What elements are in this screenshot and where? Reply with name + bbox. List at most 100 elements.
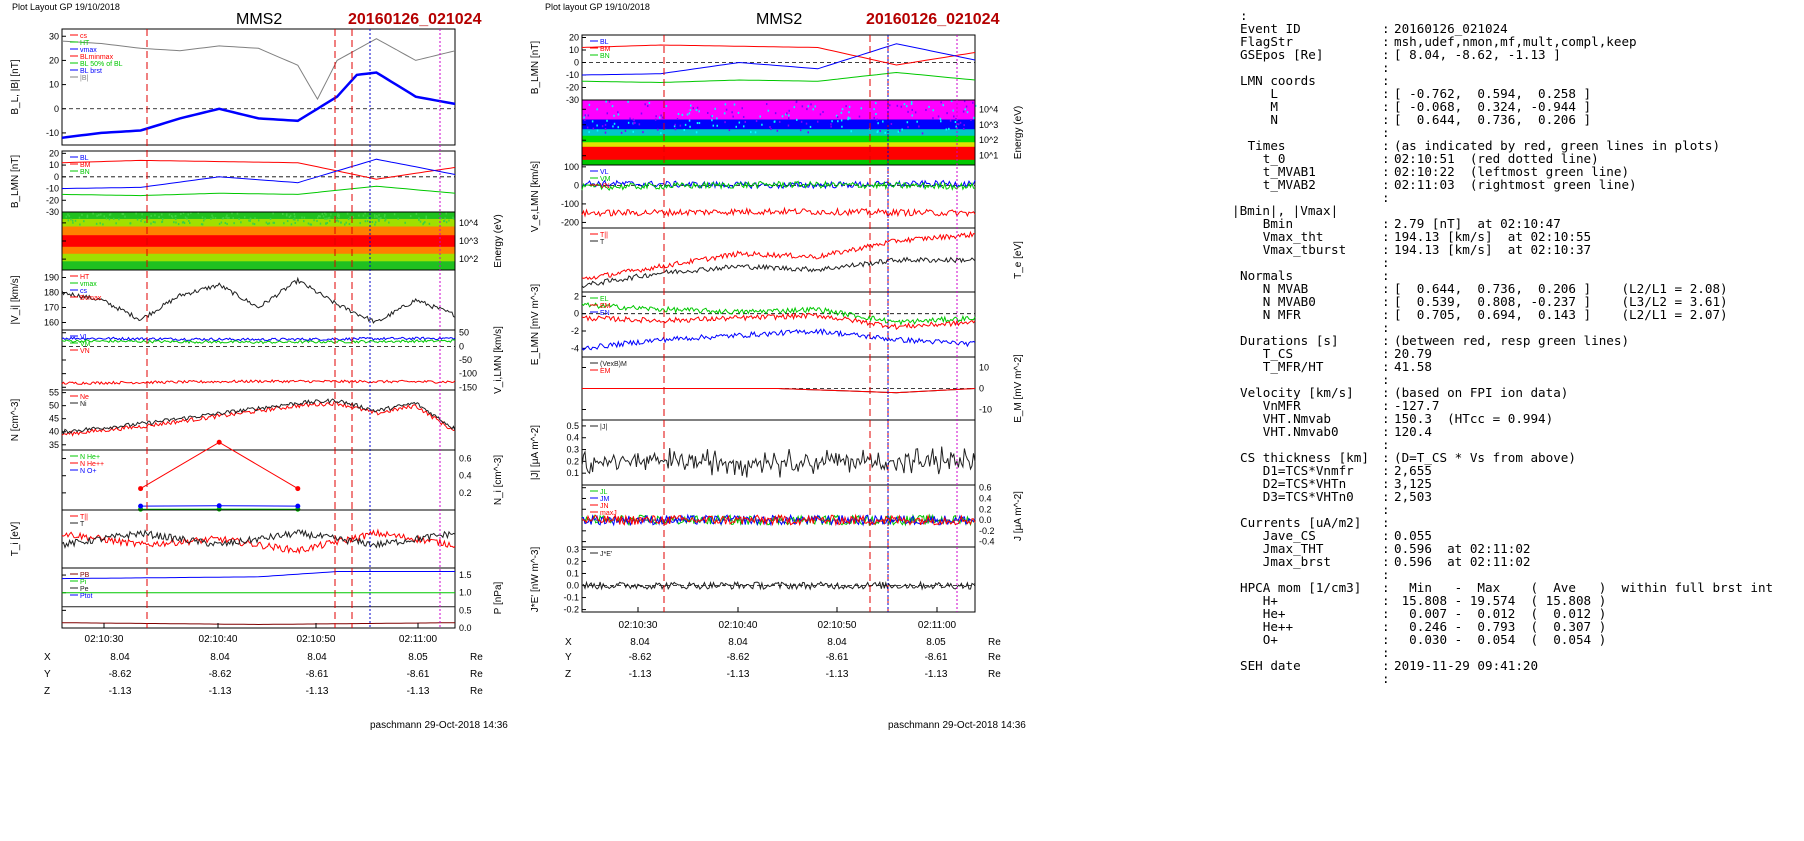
summary-value: [ -0.068, 0.324, -0.944 ] xyxy=(1394,99,1592,114)
spectrogram-speckle xyxy=(200,223,203,226)
spectrogram-speckle xyxy=(733,103,736,106)
y-tick-label: -50 xyxy=(459,355,472,365)
spectrogram-speckle xyxy=(742,125,745,128)
summary-separator: : xyxy=(1382,255,1390,270)
legend-entry: HT xyxy=(80,40,90,47)
spectrogram-speckle xyxy=(141,213,143,216)
spectrogram-speckle xyxy=(809,125,812,128)
spectrogram-speckle xyxy=(945,128,948,131)
summary-value: [ 8.04, -8.62, -1.13 ] xyxy=(1394,47,1561,62)
spectrogram-speckle xyxy=(377,218,380,221)
ephemeris-value: 8.04 xyxy=(827,637,847,648)
spectrogram-band xyxy=(582,159,975,166)
summary-separator: : xyxy=(1382,229,1390,244)
spectrogram-speckle xyxy=(232,217,234,220)
spectrogram-speckle xyxy=(174,218,177,221)
spectrogram-speckle xyxy=(419,220,422,223)
ephemeris-value: -8.62 xyxy=(727,652,750,663)
spectrogram-speckle xyxy=(674,128,677,131)
y-tick-label: 10 xyxy=(569,45,579,55)
spectrogram-speckle xyxy=(204,217,206,220)
summary-separator: : xyxy=(1382,47,1390,62)
series-line-Ne xyxy=(61,400,456,437)
y-tick-label: 45 xyxy=(49,414,59,424)
spectrogram-speckle xyxy=(584,114,586,117)
spectrogram-speckle xyxy=(831,120,833,123)
y-tick-label: 1.5 xyxy=(459,570,472,580)
y-tick-label: 10^2 xyxy=(459,254,478,264)
summary-separator: : xyxy=(1382,567,1390,582)
spectrogram-speckle xyxy=(257,219,260,222)
y-tick-label: 0.3 xyxy=(566,445,579,455)
spectrogram-speckle xyxy=(801,105,804,108)
spectrogram-speckle xyxy=(228,216,230,219)
y-tick-label: 0.4 xyxy=(459,471,472,481)
legend-entry: Pe xyxy=(80,586,89,593)
page-header-label: Plot layout GP 19/10/2018 xyxy=(545,2,650,12)
spectrogram-band xyxy=(62,261,455,271)
spectrogram-speckle xyxy=(224,221,227,224)
y-tick-label: -4 xyxy=(571,343,579,353)
y-axis-label: T_i [eV] xyxy=(10,522,21,557)
spectrogram-speckle xyxy=(807,131,809,134)
legend-entry: EN xyxy=(600,310,610,317)
spectrogram-speckle xyxy=(955,118,957,121)
spectrogram-speckle xyxy=(860,107,863,110)
spectrogram-speckle xyxy=(141,218,143,221)
spectrogram-speckle xyxy=(170,215,173,218)
summary-separator: : xyxy=(1382,177,1390,192)
ephemeris-unit: Re xyxy=(988,652,1001,663)
y-tick-label: 20 xyxy=(49,55,59,65)
summary-separator: : xyxy=(1382,333,1390,348)
series-line-PB xyxy=(61,622,456,626)
legend-entry: BL xyxy=(600,39,609,46)
series-line-T xyxy=(581,230,976,281)
summary-label: N xyxy=(1240,112,1278,127)
y-tick-label: 0.2 xyxy=(459,488,472,498)
spectrogram-speckle xyxy=(778,120,781,123)
spectrogram-speckle xyxy=(366,220,369,223)
summary-separator: : xyxy=(1382,320,1390,335)
summary-value: 41.58 xyxy=(1394,359,1432,374)
spectrogram-speckle xyxy=(612,125,614,128)
ephemeris-value: -8.61 xyxy=(407,669,430,680)
spectrogram-speckle xyxy=(683,129,686,132)
spectrogram-speckle xyxy=(293,213,296,216)
ephemeris-value: -1.13 xyxy=(727,669,750,680)
spectrogram-speckle xyxy=(911,108,914,111)
spectrogram-speckle xyxy=(959,121,962,124)
spectrogram-speckle xyxy=(71,219,74,222)
summary-label: Normals xyxy=(1240,268,1294,283)
spectrogram-speckle xyxy=(273,221,276,224)
summary-label: HPCA mom [1/cm3] xyxy=(1240,580,1362,595)
panel-right-8: J [μA m^-2] 0.60.40.20.0-0.2-0.4 JLJMJNmax… xyxy=(581,483,1024,548)
spectrogram-speckle xyxy=(362,214,365,217)
spectrogram-speckle xyxy=(850,130,853,133)
ephemeris-value: -1.13 xyxy=(209,686,232,697)
spectrogram-band xyxy=(582,100,975,120)
legend-entry: VM xyxy=(600,176,611,183)
spectrogram-speckle xyxy=(326,217,328,220)
summary-label: Jmax_THT xyxy=(1240,541,1324,556)
spectrogram-speckle xyxy=(953,115,955,118)
y-tick-label: 10^3 xyxy=(979,120,998,130)
spectrogram-speckle xyxy=(182,212,185,215)
spectrogram-speckle xyxy=(955,125,957,128)
spectrogram-speckle xyxy=(374,216,376,219)
summary-separator: : xyxy=(1382,385,1390,400)
summary-separator: : xyxy=(1382,21,1390,36)
summary-value: 20160126_021024 xyxy=(1394,21,1508,36)
spectrogram-speckle xyxy=(910,101,913,104)
legend-entry: HT xyxy=(80,274,90,281)
summary-separator: : xyxy=(1382,619,1390,634)
spectrogram-speckle xyxy=(925,108,927,111)
panel-right-9: J*E' [nW m^-3] 0.3 0.2 0.1 0.0 -0.1 -0.2 J*E' xyxy=(530,544,976,615)
spectrogram-speckle xyxy=(95,222,98,225)
spectrogram-speckle xyxy=(611,105,614,108)
y-tick-label: -10 xyxy=(979,405,992,415)
spectrogram-speckle xyxy=(822,110,824,113)
spectrogram-speckle xyxy=(294,221,296,224)
event-summary: : Event ID:20160126_021024 FlagStr: msh,ude… xyxy=(1232,0,1804,841)
spectrogram-speckle xyxy=(226,214,228,217)
spectrogram-speckle xyxy=(364,212,366,215)
